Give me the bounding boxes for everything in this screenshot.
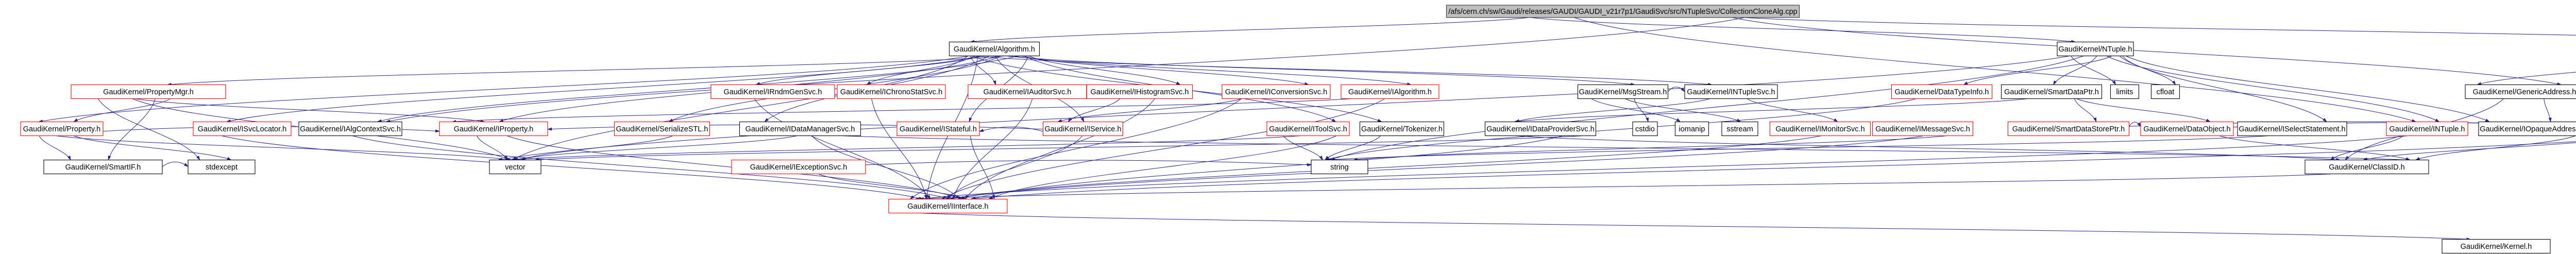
svg-text:GaudiKernel/DataTypeInfo.h: GaudiKernel/DataTypeInfo.h [1895, 88, 1989, 96]
svg-text:GaudiKernel/ISvcLocator.h: GaudiKernel/ISvcLocator.h [198, 125, 287, 133]
svg-text:GaudiKernel/IInterface.h: GaudiKernel/IInterface.h [907, 202, 988, 211]
svg-text:GaudiKernel/IChronoStatSvc.h: GaudiKernel/IChronoStatSvc.h [840, 88, 942, 96]
svg-text:GaudiKernel/GenericAddress.h: GaudiKernel/GenericAddress.h [2473, 88, 2576, 96]
svg-text:GaudiKernel/IOpaqueAddress.h: GaudiKernel/IOpaqueAddress.h [2480, 125, 2576, 133]
svg-text:string: string [1330, 163, 1348, 172]
svg-text:GaudiKernel/DataObject.h: GaudiKernel/DataObject.h [2143, 125, 2230, 133]
svg-text:GaudiKernel/IMonitorSvc.h: GaudiKernel/IMonitorSvc.h [1775, 125, 1865, 133]
svg-text:limits: limits [2116, 88, 2133, 96]
svg-text:GaudiKernel/IDataManagerSvc.h: GaudiKernel/IDataManagerSvc.h [745, 125, 855, 133]
svg-text:vector: vector [505, 163, 526, 172]
svg-text:GaudiKernel/SmartDataPtr.h: GaudiKernel/SmartDataPtr.h [2004, 88, 2099, 96]
svg-text:GaudiKernel/IDataProviderSvc.h: GaudiKernel/IDataProviderSvc.h [1486, 125, 1595, 133]
svg-text:GaudiKernel/PropertyMgr.h: GaudiKernel/PropertyMgr.h [103, 88, 194, 96]
svg-text:GaudiKernel/Property.h: GaudiKernel/Property.h [23, 125, 100, 133]
svg-text:GaudiKernel/Algorithm.h: GaudiKernel/Algorithm.h [954, 45, 1035, 54]
svg-text:iomanip: iomanip [1679, 125, 1705, 133]
svg-text:GaudiKernel/IAuditorSvc.h: GaudiKernel/IAuditorSvc.h [984, 88, 1072, 96]
svg-text:GaudiKernel/IHistogramSvc.h: GaudiKernel/IHistogramSvc.h [1091, 88, 1189, 96]
svg-text:GaudiKernel/IAlgContextSvc.h: GaudiKernel/IAlgContextSvc.h [300, 125, 401, 133]
svg-text:GaudiKernel/INTupleSvc.h: GaudiKernel/INTupleSvc.h [1687, 88, 1775, 96]
svg-text:GaudiKernel/Kernel.h: GaudiKernel/Kernel.h [2461, 243, 2532, 251]
svg-text:GaudiKernel/IConversionSvc.h: GaudiKernel/IConversionSvc.h [1225, 88, 1327, 96]
svg-text:GaudiKernel/NTuple.h: GaudiKernel/NTuple.h [2059, 45, 2132, 54]
svg-text:GaudiKernel/ISelectStatement.h: GaudiKernel/ISelectStatement.h [2239, 125, 2345, 133]
svg-text:sstream: sstream [1726, 125, 1753, 133]
svg-text:GaudiKernel/IToolSvc.h: GaudiKernel/IToolSvc.h [1269, 125, 1347, 133]
svg-text:GaudiKernel/IExceptionSvc.h: GaudiKernel/IExceptionSvc.h [750, 163, 848, 172]
svg-text:GaudiKernel/SmartIF.h: GaudiKernel/SmartIF.h [65, 163, 141, 172]
svg-text:GaudiKernel/Tokenizer.h: GaudiKernel/Tokenizer.h [1361, 125, 1443, 133]
svg-text:GaudiKernel/SmartDataStorePtr.: GaudiKernel/SmartDataStorePtr.h [2012, 125, 2125, 133]
svg-text:GaudiKernel/IProperty.h: GaudiKernel/IProperty.h [454, 125, 533, 133]
svg-text:GaudiKernel/ClassID.h: GaudiKernel/ClassID.h [2329, 163, 2405, 172]
svg-text:GaudiKernel/INTuple.h: GaudiKernel/INTuple.h [2389, 125, 2465, 133]
svg-text:/afs/cern.ch/sw/Gaudi/releases: /afs/cern.ch/sw/Gaudi/releases/GAUDI/GAU… [1448, 8, 1797, 16]
svg-text:stdexcept: stdexcept [206, 163, 238, 172]
svg-text:GaudiKernel/IService.h: GaudiKernel/IService.h [1044, 125, 1121, 133]
svg-text:cstdio: cstdio [1635, 125, 1655, 133]
svg-text:GaudiKernel/IRndmGenSvc.h: GaudiKernel/IRndmGenSvc.h [723, 88, 822, 96]
svg-text:GaudiKernel/IAlgorithm.h: GaudiKernel/IAlgorithm.h [1348, 88, 1432, 96]
svg-text:GaudiKernel/SerializeSTL.h: GaudiKernel/SerializeSTL.h [616, 125, 708, 133]
svg-text:GaudiKernel/IMessageSvc.h: GaudiKernel/IMessageSvc.h [1875, 125, 1970, 133]
svg-text:GaudiKernel/MsgStream.h: GaudiKernel/MsgStream.h [1579, 88, 1667, 96]
svg-text:GaudiKernel/IStateful.h: GaudiKernel/IStateful.h [900, 125, 977, 133]
svg-text:cfloat: cfloat [2157, 88, 2175, 96]
